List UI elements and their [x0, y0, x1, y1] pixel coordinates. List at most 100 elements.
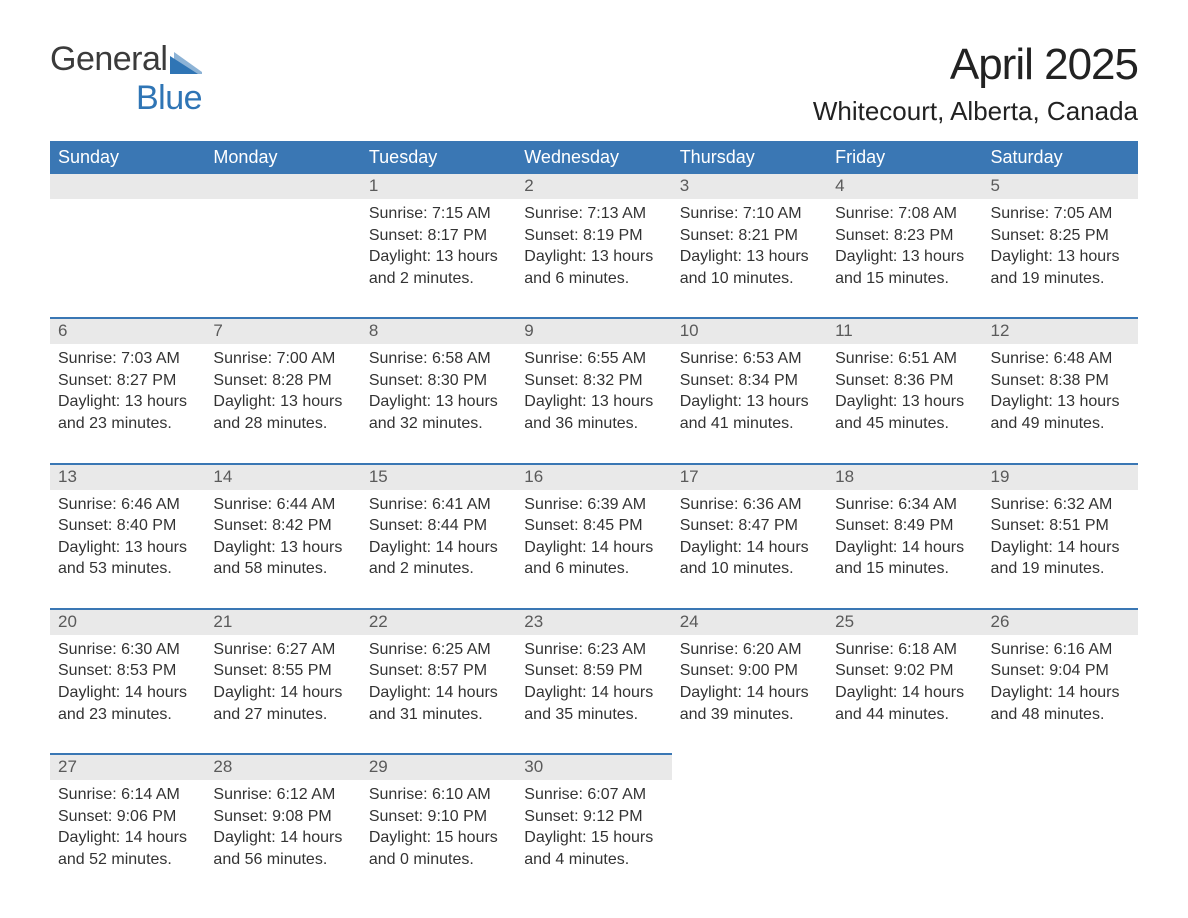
- day-details: Sunrise: 6:10 AMSunset: 9:10 PMDaylight:…: [361, 780, 516, 880]
- empty-cell: [205, 174, 360, 199]
- logo-text: General Blue: [50, 40, 202, 118]
- sunrise-line: Sunrise: 7:03 AM: [58, 350, 180, 367]
- daylight-line: Daylight: 13 hours and 10 minutes.: [680, 248, 809, 287]
- day-number: 24: [672, 609, 827, 635]
- day-number: 14: [205, 464, 360, 490]
- day-details: Sunrise: 6:23 AMSunset: 8:59 PMDaylight:…: [516, 635, 671, 754]
- daylight-line: Daylight: 13 hours and 53 minutes.: [58, 539, 187, 578]
- day-details: Sunrise: 7:00 AMSunset: 8:28 PMDaylight:…: [205, 344, 360, 463]
- day-number: 3: [672, 174, 827, 199]
- weekday-header: Thursday: [672, 141, 827, 174]
- day-details: Sunrise: 7:10 AMSunset: 8:21 PMDaylight:…: [672, 199, 827, 318]
- daylight-line: Daylight: 15 hours and 4 minutes.: [524, 829, 653, 868]
- day-number: 17: [672, 464, 827, 490]
- daylight-line: Daylight: 14 hours and 2 minutes.: [369, 539, 498, 578]
- sunrise-line: Sunrise: 6:32 AM: [991, 496, 1113, 513]
- title-block: April 2025 Whitecourt, Alberta, Canada: [813, 40, 1138, 127]
- day-content-row: Sunrise: 6:30 AMSunset: 8:53 PMDaylight:…: [50, 635, 1138, 754]
- sunrise-line: Sunrise: 7:15 AM: [369, 205, 491, 222]
- day-content-row: Sunrise: 7:03 AMSunset: 8:27 PMDaylight:…: [50, 344, 1138, 463]
- day-content-row: Sunrise: 7:15 AMSunset: 8:17 PMDaylight:…: [50, 199, 1138, 318]
- daylight-line: Daylight: 13 hours and 19 minutes.: [991, 248, 1120, 287]
- sunset-line: Sunset: 8:55 PM: [213, 662, 331, 679]
- weekday-header: Wednesday: [516, 141, 671, 174]
- sunset-line: Sunset: 8:28 PM: [213, 372, 331, 389]
- sunset-line: Sunset: 8:59 PM: [524, 662, 642, 679]
- sunset-line: Sunset: 8:30 PM: [369, 372, 487, 389]
- sunrise-line: Sunrise: 6:07 AM: [524, 786, 646, 803]
- day-number: 23: [516, 609, 671, 635]
- day-number: 20: [50, 609, 205, 635]
- day-details: Sunrise: 6:20 AMSunset: 9:00 PMDaylight:…: [672, 635, 827, 754]
- sunrise-line: Sunrise: 6:51 AM: [835, 350, 957, 367]
- day-details: Sunrise: 6:51 AMSunset: 8:36 PMDaylight:…: [827, 344, 982, 463]
- day-number: 9: [516, 318, 671, 344]
- sunset-line: Sunset: 8:42 PM: [213, 517, 331, 534]
- sunset-line: Sunset: 9:10 PM: [369, 808, 487, 825]
- daylight-line: Daylight: 13 hours and 58 minutes.: [213, 539, 342, 578]
- day-details: Sunrise: 7:08 AMSunset: 8:23 PMDaylight:…: [827, 199, 982, 318]
- day-details: Sunrise: 7:15 AMSunset: 8:17 PMDaylight:…: [361, 199, 516, 318]
- sunset-line: Sunset: 8:45 PM: [524, 517, 642, 534]
- empty-cell: [50, 199, 205, 318]
- sunrise-line: Sunrise: 6:48 AM: [991, 350, 1113, 367]
- logo-text-general: General: [50, 40, 167, 78]
- day-details: Sunrise: 6:41 AMSunset: 8:44 PMDaylight:…: [361, 490, 516, 609]
- empty-cell: [672, 754, 827, 780]
- month-title: April 2025: [813, 40, 1138, 90]
- daylight-line: Daylight: 14 hours and 10 minutes.: [680, 539, 809, 578]
- day-details: Sunrise: 6:44 AMSunset: 8:42 PMDaylight:…: [205, 490, 360, 609]
- logo-flag-icon: [170, 52, 202, 74]
- day-details: Sunrise: 6:27 AMSunset: 8:55 PMDaylight:…: [205, 635, 360, 754]
- day-details: Sunrise: 6:18 AMSunset: 9:02 PMDaylight:…: [827, 635, 982, 754]
- empty-cell: [672, 780, 827, 880]
- sunset-line: Sunset: 8:25 PM: [991, 227, 1109, 244]
- sunrise-line: Sunrise: 7:08 AM: [835, 205, 957, 222]
- calendar-page: General Blue April 2025 Whitecourt, Albe…: [0, 0, 1188, 918]
- weekday-header: Friday: [827, 141, 982, 174]
- day-number: 5: [983, 174, 1138, 199]
- sunrise-line: Sunrise: 6:14 AM: [58, 786, 180, 803]
- day-details: Sunrise: 6:30 AMSunset: 8:53 PMDaylight:…: [50, 635, 205, 754]
- empty-cell: [50, 174, 205, 199]
- sunrise-line: Sunrise: 6:12 AM: [213, 786, 335, 803]
- sunset-line: Sunset: 9:08 PM: [213, 808, 331, 825]
- weekday-header: Tuesday: [361, 141, 516, 174]
- day-details: Sunrise: 6:48 AMSunset: 8:38 PMDaylight:…: [983, 344, 1138, 463]
- day-number: 30: [516, 754, 671, 780]
- sunset-line: Sunset: 9:06 PM: [58, 808, 176, 825]
- sunset-line: Sunset: 8:23 PM: [835, 227, 953, 244]
- day-details: Sunrise: 6:55 AMSunset: 8:32 PMDaylight:…: [516, 344, 671, 463]
- sunset-line: Sunset: 8:40 PM: [58, 517, 176, 534]
- empty-cell: [983, 780, 1138, 880]
- daylight-line: Daylight: 14 hours and 15 minutes.: [835, 539, 964, 578]
- sunset-line: Sunset: 8:57 PM: [369, 662, 487, 679]
- day-details: Sunrise: 6:16 AMSunset: 9:04 PMDaylight:…: [983, 635, 1138, 754]
- weekday-header: Sunday: [50, 141, 205, 174]
- sunset-line: Sunset: 8:34 PM: [680, 372, 798, 389]
- day-details: Sunrise: 6:12 AMSunset: 9:08 PMDaylight:…: [205, 780, 360, 880]
- sunset-line: Sunset: 8:38 PM: [991, 372, 1109, 389]
- sunset-line: Sunset: 8:19 PM: [524, 227, 642, 244]
- empty-cell: [827, 780, 982, 880]
- daylight-line: Daylight: 14 hours and 6 minutes.: [524, 539, 653, 578]
- day-number: 10: [672, 318, 827, 344]
- daylight-line: Daylight: 13 hours and 23 minutes.: [58, 393, 187, 432]
- day-number-row: 6789101112: [50, 318, 1138, 344]
- day-number: 6: [50, 318, 205, 344]
- calendar-table: Sunday Monday Tuesday Wednesday Thursday…: [50, 141, 1138, 881]
- day-number: 22: [361, 609, 516, 635]
- header: General Blue April 2025 Whitecourt, Albe…: [50, 40, 1138, 127]
- sunrise-line: Sunrise: 6:41 AM: [369, 496, 491, 513]
- day-number: 12: [983, 318, 1138, 344]
- empty-cell: [983, 754, 1138, 780]
- day-details: Sunrise: 6:14 AMSunset: 9:06 PMDaylight:…: [50, 780, 205, 880]
- logo: General Blue: [50, 40, 202, 118]
- day-details: Sunrise: 6:34 AMSunset: 8:49 PMDaylight:…: [827, 490, 982, 609]
- day-number: 21: [205, 609, 360, 635]
- logo-text-blue: Blue: [48, 79, 202, 117]
- sunset-line: Sunset: 8:49 PM: [835, 517, 953, 534]
- daylight-line: Daylight: 13 hours and 36 minutes.: [524, 393, 653, 432]
- sunrise-line: Sunrise: 7:05 AM: [991, 205, 1113, 222]
- day-details: Sunrise: 6:36 AMSunset: 8:47 PMDaylight:…: [672, 490, 827, 609]
